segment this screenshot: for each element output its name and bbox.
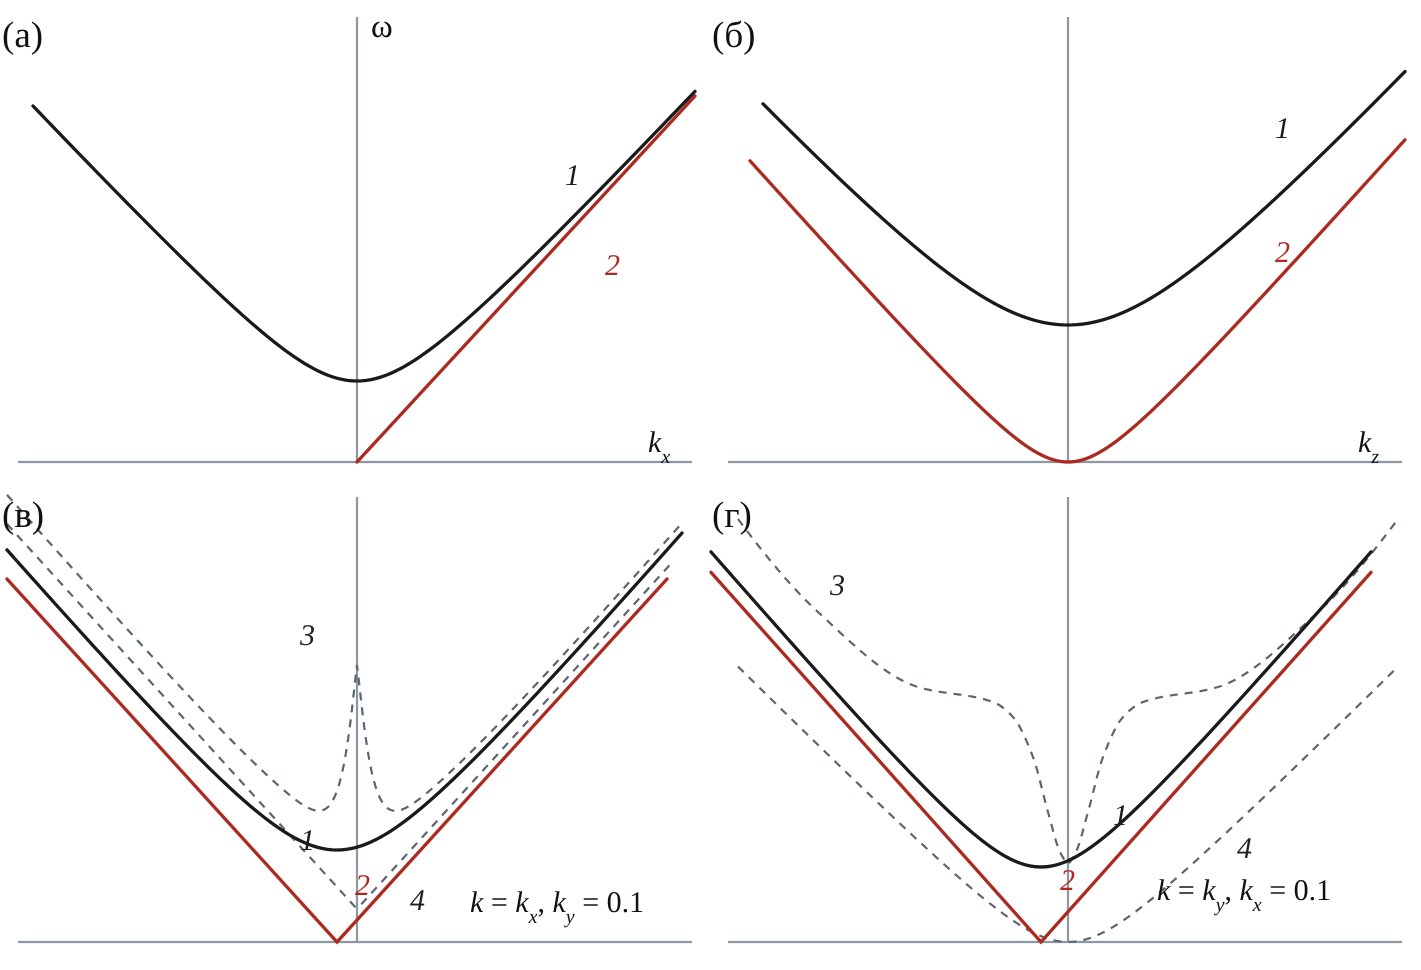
svg-text:(в): (в) bbox=[2, 495, 44, 536]
svg-text:(a): (a) bbox=[2, 15, 43, 56]
svg-text:4: 4 bbox=[410, 884, 425, 917]
svg-text:1: 1 bbox=[1113, 799, 1128, 832]
svg-text:2: 2 bbox=[605, 249, 620, 282]
svg-text:1: 1 bbox=[1275, 112, 1290, 145]
svg-text:2: 2 bbox=[1275, 236, 1290, 269]
svg-text:(б): (б) bbox=[712, 15, 755, 56]
svg-text:kz: kz bbox=[1358, 426, 1379, 465]
svg-text:(г): (г) bbox=[712, 495, 752, 536]
svg-text:2: 2 bbox=[1060, 864, 1075, 897]
svg-text:k = kx, ky = 0.1: k = kx, ky = 0.1 bbox=[470, 886, 644, 928]
svg-text:2: 2 bbox=[355, 869, 370, 902]
svg-text:4: 4 bbox=[1237, 832, 1252, 865]
svg-text:ω: ω bbox=[371, 9, 393, 45]
svg-text:kx: kx bbox=[648, 426, 670, 465]
svg-text:1: 1 bbox=[565, 159, 580, 192]
svg-text:k = ky, kx = 0.1: k = ky, kx = 0.1 bbox=[1157, 874, 1331, 916]
svg-text:3: 3 bbox=[299, 619, 315, 652]
svg-text:1: 1 bbox=[300, 824, 315, 857]
svg-text:3: 3 bbox=[829, 569, 845, 602]
